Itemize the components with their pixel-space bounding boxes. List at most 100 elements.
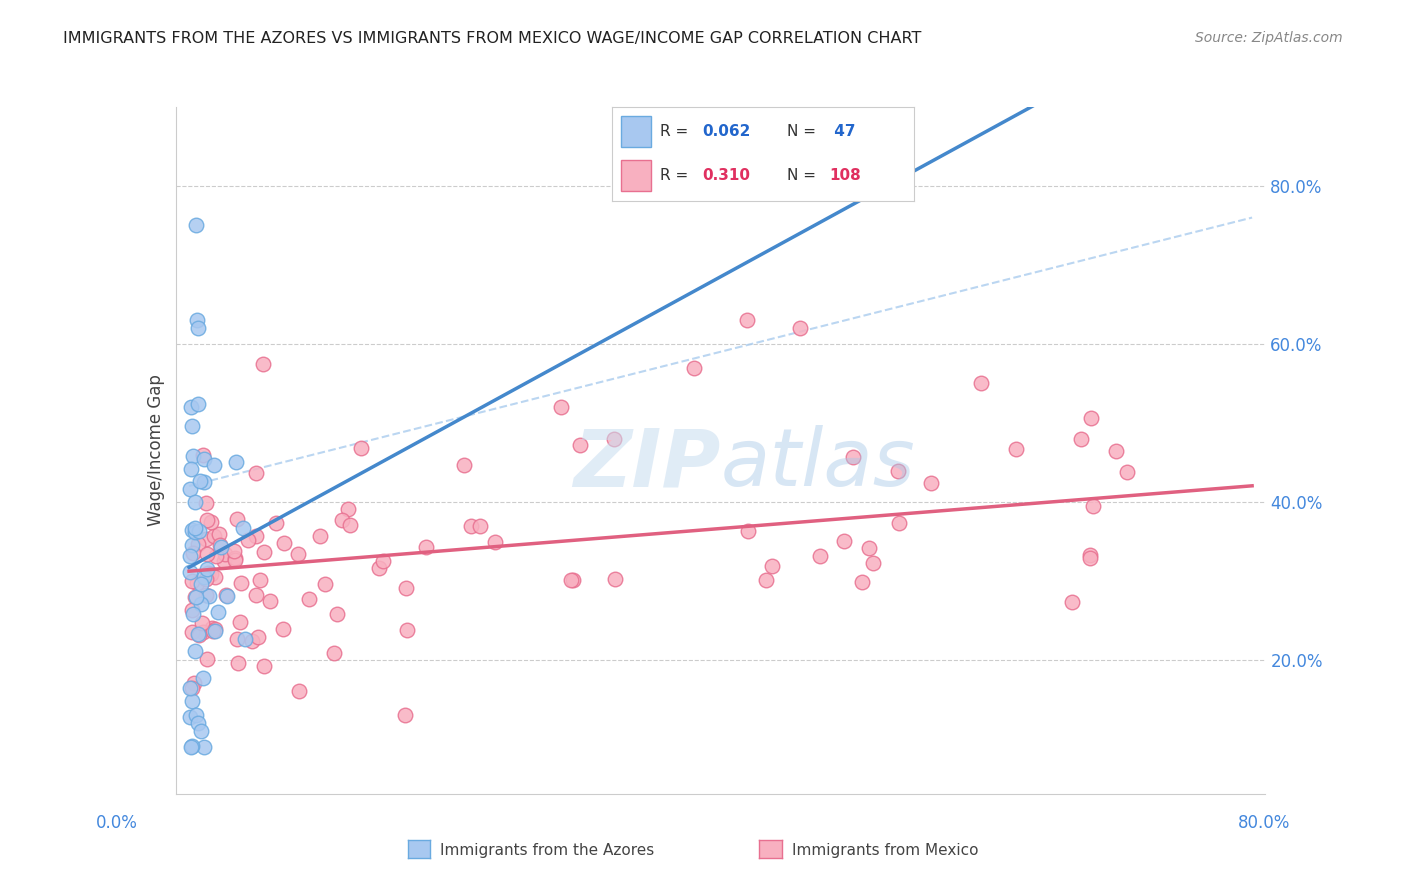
Text: 0.0%: 0.0% [96,814,138,831]
Point [207,605,229,619]
Point [184,219,207,233]
Point [887,516,910,530]
Point [186,537,208,551]
Point [1104,443,1126,458]
Point [197,561,219,575]
Point [233,632,256,646]
Point [181,418,204,433]
Point [1080,411,1102,425]
Point [187,397,209,411]
Point [253,658,276,673]
Point [858,541,880,556]
Point [252,357,274,371]
Point [273,536,295,550]
Point [314,576,336,591]
Text: 80.0%: 80.0% [1239,814,1291,831]
Point [181,607,204,621]
Text: 0.310: 0.310 [703,168,751,183]
Point [246,630,269,644]
Point [180,694,202,708]
Text: 108: 108 [830,168,860,183]
Point [180,603,202,617]
Point [225,512,247,526]
Point [179,566,201,580]
Point [245,466,267,480]
Point [188,628,211,642]
Point [191,615,214,630]
Text: 0.062: 0.062 [703,124,751,139]
Point [193,570,215,584]
Point [184,590,207,604]
Point [197,547,219,561]
Bar [620,161,651,191]
Point [204,529,226,543]
Point [195,533,218,547]
Point [1078,548,1101,562]
Point [560,573,582,587]
Point [193,452,215,467]
Point [190,723,212,738]
Point [222,544,245,558]
Point [761,559,783,574]
Point [224,551,246,566]
Point [841,450,863,464]
Point [180,400,202,414]
Point [205,549,228,563]
Text: ZIP: ZIP [574,425,721,503]
Point [298,591,321,606]
Point [209,541,232,555]
Point [336,502,359,516]
Point [683,360,706,375]
Point [212,554,235,568]
Point [194,588,217,602]
Text: N =: N = [787,168,821,183]
Point [187,715,209,730]
Bar [620,116,651,147]
Point [193,739,215,754]
Point [193,672,215,686]
Point [326,607,349,621]
Point [245,528,267,542]
Point [453,458,475,472]
Point [808,549,831,564]
Point [179,482,201,496]
Point [204,570,226,584]
Point [1078,551,1101,566]
Point [309,529,332,543]
Point [1081,500,1104,514]
Point [188,474,211,488]
Point [179,549,201,563]
Point [330,513,353,527]
Y-axis label: Wage/Income Gap: Wage/Income Gap [146,375,165,526]
Point [195,572,218,586]
Point [204,624,226,639]
Point [339,517,361,532]
Point [920,475,942,490]
Point [201,624,224,638]
Point [887,464,910,478]
Point [271,622,294,636]
Point [569,438,592,452]
Point [215,588,238,602]
Point [229,615,252,629]
Point [373,554,395,568]
Point [190,598,212,612]
Point [195,513,218,527]
Point [394,707,416,722]
Point [184,707,207,722]
Point [396,623,419,637]
Point [187,524,209,538]
Point [180,538,202,552]
Point [395,581,418,595]
Point [484,534,506,549]
Text: IMMIGRANTS FROM THE AZORES VS IMMIGRANTS FROM MEXICO WAGE/INCOME GAP CORRELATION: IMMIGRANTS FROM THE AZORES VS IMMIGRANTS… [63,31,922,46]
Point [183,676,205,690]
Point [183,644,205,658]
Point [238,533,260,548]
Point [224,553,246,567]
Point [208,527,231,541]
Point [193,475,215,489]
Point [180,462,202,476]
Point [368,561,391,575]
Point [1004,442,1026,457]
